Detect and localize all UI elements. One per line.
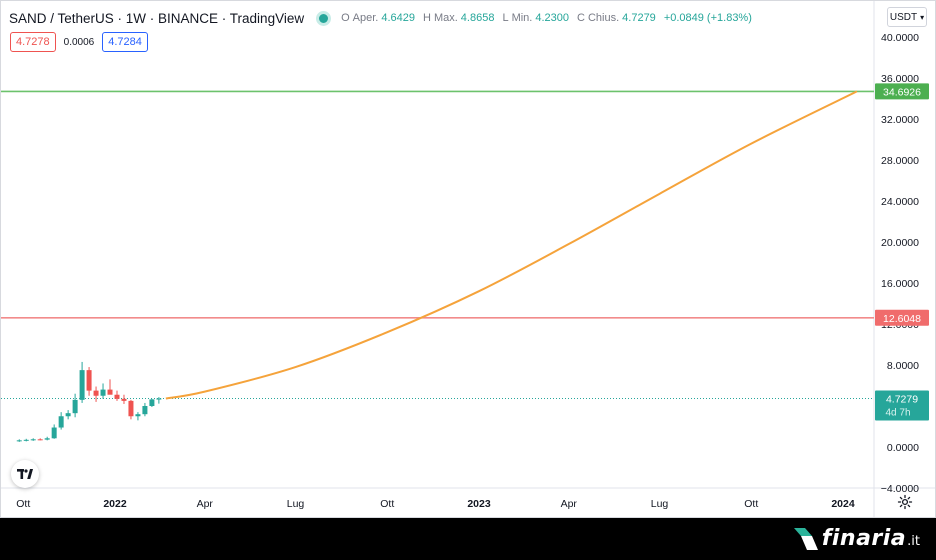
x-tick-label: Ott: [16, 498, 30, 510]
last-price-tag: [875, 390, 929, 421]
y-tick-label: 24.0000: [881, 196, 919, 208]
candle-body: [37, 439, 43, 441]
y-tick-label: 0.0000: [887, 442, 919, 454]
candle-body: [30, 439, 36, 441]
candle-body: [149, 399, 155, 406]
x-tick-label: Lug: [651, 498, 669, 510]
y-tick-label: 16.0000: [881, 278, 919, 290]
candle-body: [107, 389, 113, 395]
support-price-label: 12.6048: [883, 313, 921, 325]
tradingview-logo-icon[interactable]: [11, 460, 39, 488]
candle-body: [23, 439, 29, 441]
currency-label: USDT: [889, 11, 918, 23]
candle-body: [128, 400, 134, 417]
y-tick-label: 20.0000: [881, 237, 919, 249]
brand-tld: .it: [907, 534, 920, 549]
quote-row: 4.7278 0.0006 4.7284: [10, 32, 148, 52]
candle-body: [16, 440, 22, 442]
legend: SAND / TetherUS · 1W · BINANCE · Trading…: [9, 8, 758, 28]
candle-body: [142, 406, 148, 415]
candle-body: [65, 413, 71, 417]
candle-body: [156, 398, 162, 400]
candle-body: [93, 390, 99, 396]
chart-frame: 40.0000 36.0000 32.0000 28.0000 24.0000 20.00…: [0, 0, 936, 518]
brand-name: finaria: [821, 526, 907, 551]
candle-body: [114, 394, 120, 399]
bar-countdown-label: 4d 7h: [885, 408, 910, 419]
currency-dropdown[interactable]: USDT ▾: [887, 7, 927, 27]
finaria-logo-icon: [793, 527, 818, 550]
y-tick-label: 8.0000: [887, 360, 919, 372]
y-tick-label: 40.0000: [881, 32, 919, 44]
resistance-price-tag: [875, 83, 929, 100]
price-chart[interactable]: 40.0000 36.0000 32.0000 28.0000 24.0000 20.00…: [1, 1, 935, 517]
candle-body: [121, 398, 127, 401]
ask-price[interactable]: 4.7284: [102, 32, 148, 52]
candle-body: [100, 389, 106, 396]
y-tick-label: 36.0000: [881, 73, 919, 85]
ohlc-close: C Chius. 4.7279: [577, 12, 656, 24]
candle-body: [135, 414, 141, 417]
market-status-dot: [316, 10, 332, 26]
last-price-label: 4.7279: [886, 394, 918, 406]
x-tick-label: 2023: [467, 498, 491, 510]
support-price-tag: [875, 309, 929, 326]
finaria-logo[interactable]: finaria .it: [793, 526, 920, 551]
candle-body: [51, 427, 57, 439]
candle-body: [44, 438, 50, 440]
symbol-title: SAND / TetherUS · 1W · BINANCE · Trading…: [9, 10, 305, 26]
candle-body: [79, 370, 85, 400]
ohlc-high: H Max. 4.8658: [423, 12, 495, 24]
y-tick-label: 32.0000: [881, 114, 919, 126]
y-tick-label: −4.0000: [881, 483, 919, 495]
chevron-down-icon: ▾: [920, 12, 925, 22]
bid-price[interactable]: 4.7278: [10, 32, 56, 52]
x-tick-label: Lug: [287, 498, 305, 510]
x-tick-label: Apr: [561, 498, 578, 510]
candle-body: [58, 416, 64, 428]
spread-value: 0.0006: [63, 36, 95, 48]
candle-body: [86, 370, 92, 391]
y-tick-label: 28.0000: [881, 155, 919, 167]
x-tick-label: Ott: [744, 498, 758, 510]
resistance-price-label: 34.6926: [883, 86, 921, 98]
ohlc-open: O Aper. 4.6429: [341, 12, 415, 24]
branding-bar: finaria .it: [0, 518, 936, 560]
ohlc-change: +0.0849 (+1.83%): [663, 12, 752, 24]
projection-curve: [165, 90, 858, 400]
x-tick-label: 2022: [103, 498, 127, 510]
gear-icon[interactable]: [897, 494, 913, 515]
candle-body: [72, 399, 78, 414]
x-tick-label: Apr: [197, 498, 214, 510]
ohlc-low: L Min. 4.2300: [502, 12, 570, 24]
x-tick-label: Ott: [380, 498, 394, 510]
x-tick-label: 2024: [831, 498, 855, 510]
